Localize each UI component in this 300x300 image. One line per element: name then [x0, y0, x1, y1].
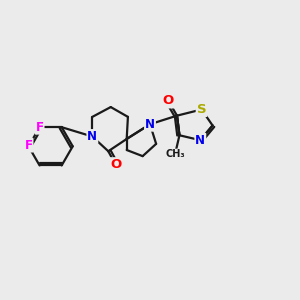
- Text: F: F: [36, 121, 43, 134]
- Text: O: O: [163, 94, 174, 107]
- Text: F: F: [25, 139, 32, 152]
- Text: N: N: [195, 134, 205, 147]
- Text: S: S: [197, 103, 206, 116]
- Text: N: N: [145, 118, 155, 131]
- Text: N: N: [87, 130, 97, 143]
- Text: O: O: [110, 158, 121, 171]
- Text: CH₃: CH₃: [166, 149, 186, 159]
